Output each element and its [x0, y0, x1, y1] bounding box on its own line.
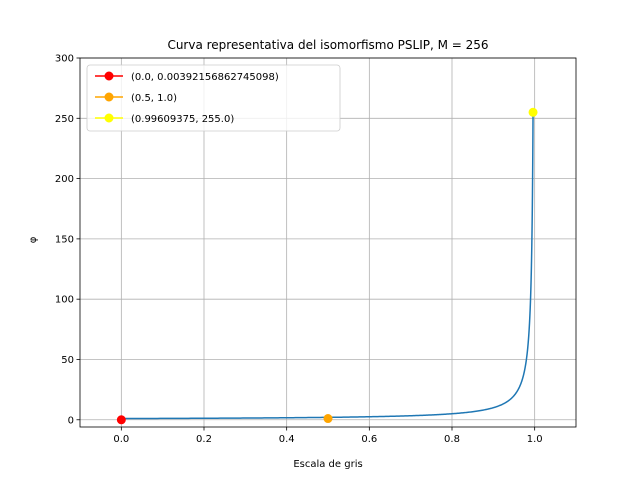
y-tick-label: 200: [55, 174, 74, 185]
x-tick-label: 1.0: [527, 434, 543, 445]
y-tick-label: 250: [55, 114, 74, 125]
legend-label: (0.0, 0.00392156862745098): [131, 72, 279, 83]
x-tick-label: 0.0: [113, 434, 129, 445]
data-point: [116, 415, 126, 425]
legend-label: (0.5, 1.0): [131, 93, 177, 104]
x-tick-label: 0.4: [279, 434, 295, 445]
y-axis-label: φ: [28, 236, 39, 243]
x-tick-label: 0.6: [361, 434, 377, 445]
y-tick-label: 50: [61, 355, 74, 366]
y-tick-label: 300: [55, 54, 74, 65]
legend-marker: [104, 71, 114, 81]
y-tick-label: 100: [55, 295, 74, 306]
x-tick-label: 0.8: [444, 434, 460, 445]
curve-line: [121, 111, 534, 420]
plot-area: [79, 57, 577, 428]
legend-box: [86, 64, 341, 132]
y-tick-label: 0: [68, 415, 74, 426]
y-tick-label: 150: [55, 234, 74, 245]
chart-title: Curva representativa del isomorfismo PSL…: [167, 38, 488, 52]
legend-marker: [104, 92, 114, 102]
data-point: [323, 414, 333, 424]
x-tick-label: 0.2: [196, 434, 212, 445]
x-axis: 0.0 0.2 0.4 0.6 0.8 1.0: [113, 427, 543, 445]
legend-label: (0.99609375, 255.0): [131, 114, 234, 125]
legend-marker: [104, 113, 114, 123]
x-axis-label: Escala de gris: [293, 459, 362, 470]
data-point: [528, 107, 538, 117]
plot-frame: [79, 57, 577, 428]
legend: (0.0, 0.00392156862745098) (0.5, 1.0) (0.9…: [86, 64, 341, 132]
y-axis: 0 50 100 150 200 250 300: [55, 54, 80, 426]
